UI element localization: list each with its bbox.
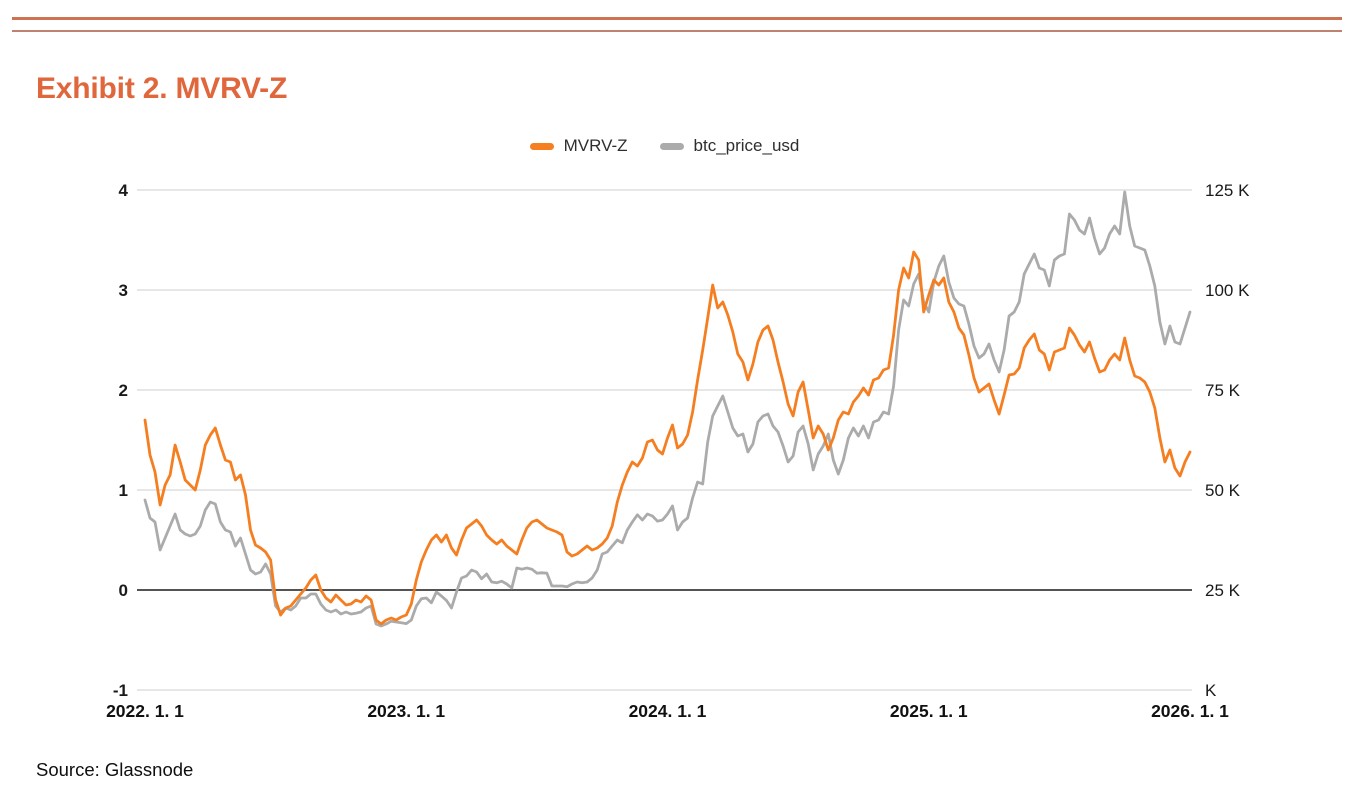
x-axis-tick-label: 2025. 1. 1 xyxy=(890,701,968,721)
top-rule-thick xyxy=(12,17,1342,20)
mvrv-z-swatch-icon xyxy=(529,142,554,150)
left-axis-tick-label: 3 xyxy=(119,281,128,300)
mvrv-z-line xyxy=(143,250,1192,626)
left-axis-tick-label: -1 xyxy=(113,681,128,700)
right-axis-tick-label: 75 K xyxy=(1205,381,1241,400)
left-axis-tick-label: 2 xyxy=(119,381,128,400)
btc-price-usd-line xyxy=(143,190,1192,628)
right-axis-tick-label: 125 K xyxy=(1205,181,1250,200)
left-axis-tick-label: 0 xyxy=(119,581,128,600)
x-axis-tick-label: 2024. 1. 1 xyxy=(629,701,707,721)
left-axis-tick-label: 4 xyxy=(119,181,129,200)
legend-item-btc-price: btc_price_usd xyxy=(659,136,800,156)
right-axis-tick-label: 25 K xyxy=(1205,581,1241,600)
chart-legend: MVRV-Z btc_price_usd xyxy=(137,136,1192,156)
source-note: Source: Glassnode xyxy=(36,759,194,780)
legend-label-mvrv-z: MVRV-Z xyxy=(563,136,628,155)
top-rule-thin xyxy=(12,30,1342,32)
legend-label-btc-price: btc_price_usd xyxy=(693,136,800,155)
right-axis-tick-label: 100 K xyxy=(1205,281,1250,300)
x-axis-tick-label: 2026. 1. 1 xyxy=(1151,701,1229,721)
right-axis-tick-label: K xyxy=(1205,681,1217,700)
x-axis-tick-label: 2023. 1. 1 xyxy=(367,701,445,721)
right-axis-tick-label: 50 K xyxy=(1205,481,1241,500)
left-axis-tick-label: 1 xyxy=(119,481,128,500)
x-axis-tick-label: 2022. 1. 1 xyxy=(106,701,184,721)
btc-price-swatch-icon xyxy=(659,142,684,150)
legend-item-mvrv-z: MVRV-Z xyxy=(529,136,628,156)
page-title: Exhibit 2. MVRV-Z xyxy=(36,72,288,105)
